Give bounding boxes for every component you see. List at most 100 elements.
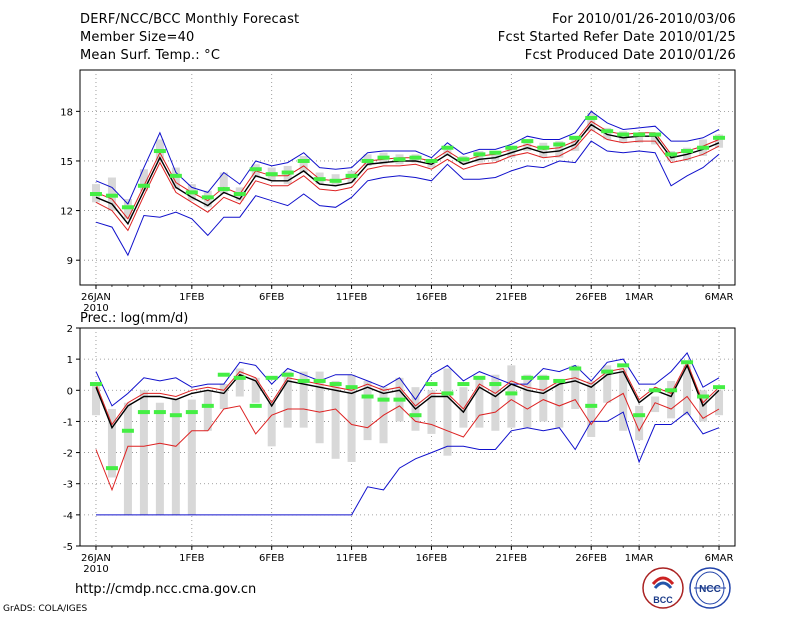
prec-x-tick-label: 26FEB: [575, 553, 607, 564]
prec-ensemble-bar: [315, 371, 324, 444]
temp-x-year-label: 2010: [83, 303, 108, 314]
prec-observed-marker: [249, 403, 262, 408]
prec-y-tick-label: -5: [63, 542, 73, 553]
prec-x-tick-label: 6MAR: [705, 553, 734, 564]
prec-observed-marker: [233, 375, 246, 380]
temp-observed-marker: [217, 187, 230, 192]
temp-observed-marker: [457, 157, 470, 162]
prec-ensemble-bar: [331, 380, 340, 459]
prec-ensemble-bar: [507, 365, 516, 428]
temp-observed-marker: [281, 170, 294, 175]
prec-observed-marker: [393, 397, 406, 402]
bcc-logo: BCC: [642, 567, 684, 609]
temp-ensemble-bar: [555, 141, 564, 158]
prec-ensemble-bar: [91, 384, 100, 416]
temp-y-tick-label: 15: [60, 157, 73, 168]
temp-observed-marker: [265, 172, 278, 177]
prec-y-tick-label: -4: [63, 511, 73, 522]
bcc-logo-text: BCC: [653, 595, 673, 605]
temp-y-tick-label: 9: [67, 256, 73, 267]
temp-observed-marker: [585, 115, 598, 120]
prec-y-tick-label: -1: [63, 417, 73, 428]
prec-observed-marker: [585, 403, 598, 408]
temp-x-tick-label: 21FEB: [496, 292, 528, 303]
temp-observed-marker: [297, 158, 310, 163]
temp-series-upper: [95, 120, 720, 220]
temp-ensemble-bar: [539, 142, 548, 158]
prec-ensemble-bar: [427, 390, 436, 434]
temp-observed-marker: [409, 155, 422, 160]
prec-observed-marker: [313, 378, 326, 383]
prec-observed-marker: [329, 382, 342, 387]
temp-x-tick-label: 26FEB: [575, 292, 607, 303]
prec-x-tick-label: 1FEB: [179, 553, 204, 564]
prec-observed-marker: [457, 382, 470, 387]
prec-observed-marker: [281, 372, 294, 377]
prec-ensemble-bar: [555, 380, 564, 428]
prec-observed-marker: [697, 394, 710, 399]
prec-observed-marker: [217, 372, 230, 377]
prec-ensemble-bar: [363, 380, 372, 441]
prec-x-tick-label: 6FEB: [259, 553, 284, 564]
temp-x-tick-label: 6FEB: [259, 292, 284, 303]
temp-observed-marker: [345, 173, 358, 178]
prec-y-tick-label: 0: [67, 386, 73, 397]
prec-ensemble-bar: [619, 368, 628, 431]
temp-observed-marker: [169, 173, 182, 178]
prec-observed-marker: [153, 410, 166, 415]
prec-observed-marker: [569, 366, 582, 371]
temp-observed-marker: [105, 193, 118, 198]
temp-series-max: [95, 110, 720, 205]
ncc-logo: NCC: [689, 567, 731, 609]
prec-ensemble-bar: [235, 368, 244, 397]
prec-observed-marker: [617, 363, 630, 368]
temp-ensemble-bar: [139, 169, 148, 191]
temp-y-tick-label: 18: [60, 107, 73, 118]
source-url: http://cmdp.ncc.cma.gov.cn: [75, 582, 257, 597]
prec-observed-marker: [185, 410, 198, 415]
ncc-logo-text: NCC: [699, 584, 721, 595]
prec-observed-marker: [505, 391, 518, 396]
temp-y-tick-label: 12: [60, 207, 73, 218]
prec-y-tick-label: 1: [67, 355, 73, 366]
temp-observed-marker: [633, 132, 646, 137]
temp-ensemble-bar: [619, 131, 628, 143]
temp-ensemble-bar: [523, 141, 532, 152]
prec-observed-marker: [681, 360, 694, 365]
temp-observed-marker: [313, 177, 326, 182]
prec-observed-marker: [361, 394, 374, 399]
temperature-panel: 26JAN 1FEB 6FEB 11FEB 16FEB 21FEB 26FEB 1MAR 6MA…: [60, 69, 736, 314]
prec-observed-marker: [345, 385, 358, 390]
prec-ensemble-bar: [459, 387, 468, 428]
prec-y-tick-label: -2: [63, 449, 73, 460]
prec-observed-marker: [713, 385, 726, 390]
prec-observed-marker: [377, 397, 390, 402]
prec-ensemble-bar: [347, 374, 356, 462]
prec-ensemble-bar: [603, 365, 612, 403]
temp-x-tick-label: 6MAR: [705, 292, 734, 303]
prec-ensemble-bar: [171, 399, 180, 515]
prec-x-tick-label: 16FEB: [416, 553, 448, 564]
temp-observed-marker: [201, 195, 214, 200]
prec-ensemble-bar: [491, 374, 500, 431]
prec-ensemble-bar: [219, 384, 228, 409]
prec-observed-marker: [265, 375, 278, 380]
temp-x-tick-label: 16FEB: [416, 292, 448, 303]
temp-ensemble-bar: [171, 167, 180, 190]
prec-ensemble-bar: [571, 365, 580, 409]
prec-ensemble-bar: [123, 402, 132, 515]
temp-observed-marker: [473, 152, 486, 157]
temp-x-tick-label: 11FEB: [336, 292, 368, 303]
temp-observed-marker: [329, 178, 342, 183]
precipitation-panel: 26JAN 1FEB 6FEB 11FEB 16FEB 21FEB 26FEB 1MAR 6MA…: [63, 311, 736, 575]
prec-observed-marker: [169, 413, 182, 418]
prec-observed-marker: [553, 378, 566, 383]
temp-observed-marker: [361, 158, 374, 163]
prec-ensemble-bar: [523, 374, 532, 428]
temp-observed-marker: [537, 145, 550, 150]
prec-observed-marker: [137, 410, 150, 415]
temp-observed-marker: [425, 158, 438, 163]
prec-x-tick-label: 21FEB: [496, 553, 528, 564]
prec-observed-marker: [409, 413, 422, 418]
temp-ensemble-bar: [603, 127, 612, 140]
